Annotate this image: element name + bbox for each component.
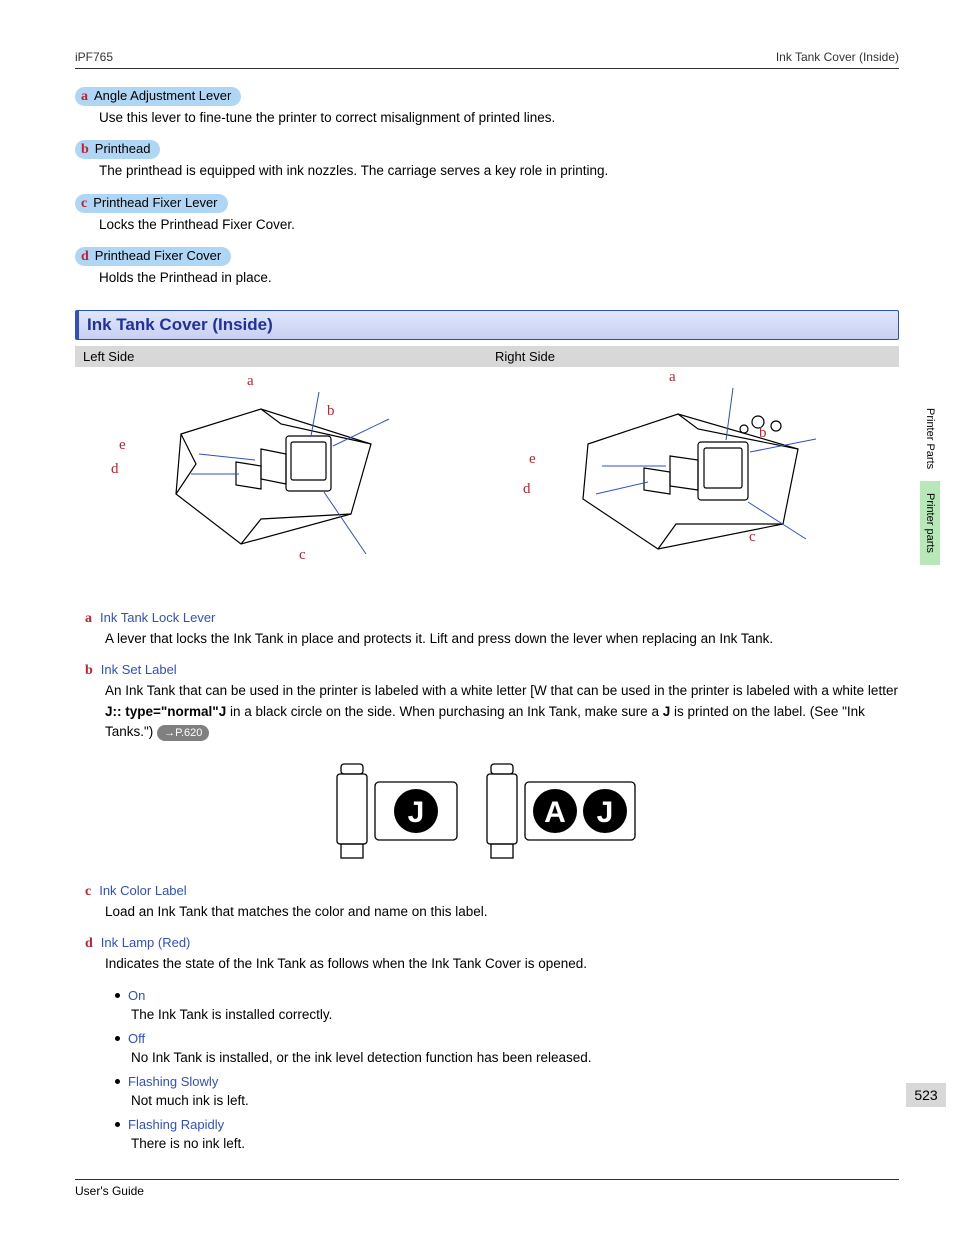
lower-def-item: d Ink Lamp (Red) Indicates the state of th… — [75, 934, 899, 974]
def-title: Ink Color Label — [99, 883, 186, 898]
lower-def-item: a Ink Tank Lock Lever A lever that locks t… — [75, 609, 899, 649]
def-label: aAngle Adjustment Lever — [75, 87, 241, 106]
callout-c: c — [749, 529, 756, 546]
def-letter: c — [85, 884, 91, 899]
def-label: bPrinthead — [75, 140, 160, 159]
def-label: dPrinthead Fixer Cover — [75, 247, 231, 266]
def-letter: d — [85, 936, 93, 951]
page-number: 523 — [906, 1083, 946, 1107]
page-footer: User's Guide — [75, 1179, 899, 1198]
lamp-state-item: Flashing Rapidly There is no ink left. — [115, 1116, 899, 1151]
lamp-state-desc: There is no ink left. — [131, 1136, 899, 1151]
side-tab-1[interactable]: Printer Parts — [920, 396, 940, 481]
def-letter: a — [81, 89, 88, 104]
def-label: a Ink Tank Lock Lever — [85, 610, 215, 627]
diagram-label-right: Right Side — [487, 346, 899, 367]
def-label: cPrinthead Fixer Lever — [75, 194, 228, 213]
diagram-right: a b c d e — [487, 369, 899, 579]
lamp-states: On The Ink Tank is installed correctly. Of… — [115, 987, 899, 1151]
lamp-state-title: Flashing Rapidly — [128, 1117, 224, 1132]
callout-a: a — [247, 373, 254, 390]
def-letter: a — [85, 611, 92, 626]
diagram-left: a b c d e — [75, 369, 487, 579]
bullet-icon — [115, 1122, 120, 1127]
lamp-state-desc: The Ink Tank is installed correctly. — [131, 1007, 899, 1022]
def-desc: Locks the Printhead Fixer Cover. — [99, 215, 899, 235]
top-def-item: cPrinthead Fixer Lever Locks the Printhea… — [75, 194, 899, 235]
def-label: b Ink Set Label — [85, 662, 177, 679]
side-tab-2[interactable]: Printer parts — [920, 481, 940, 565]
lamp-state-title: On — [128, 988, 145, 1003]
callout-b: b — [759, 425, 767, 442]
svg-text:J: J — [408, 796, 425, 829]
diagram-label-left: Left Side — [75, 346, 487, 367]
section-heading: Ink Tank Cover (Inside) — [75, 310, 899, 340]
page-ref-link[interactable]: →P.620 — [157, 725, 209, 742]
lamp-state-title: Flashing Slowly — [128, 1074, 218, 1089]
callout-d: d — [523, 481, 531, 498]
bullet-icon — [115, 1079, 120, 1084]
lamp-state-item: Off No Ink Tank is installed, or the ink … — [115, 1030, 899, 1065]
def-label: c Ink Color Label — [85, 883, 187, 900]
def-letter: d — [81, 249, 89, 264]
def-desc: A lever that locks the Ink Tank in place… — [105, 629, 899, 649]
def-letter: c — [81, 196, 87, 211]
def-desc: An Ink Tank that can be used in the prin… — [105, 681, 899, 742]
top-def-item: aAngle Adjustment Lever Use this lever to… — [75, 87, 899, 128]
def-desc: Load an Ink Tank that matches the color … — [105, 902, 899, 922]
def-letter: b — [81, 142, 89, 157]
header-right: Ink Tank Cover (Inside) — [776, 50, 899, 64]
def-desc: Use this lever to fine-tune the printer … — [99, 108, 899, 128]
def-title: Ink Tank Lock Lever — [100, 610, 215, 625]
lamp-state-item: On The Ink Tank is installed correctly. — [115, 987, 899, 1022]
callout-c: c — [299, 547, 306, 564]
lamp-state-desc: No Ink Tank is installed, or the ink lev… — [131, 1050, 899, 1065]
bullet-icon — [115, 993, 120, 998]
ink-set-figure: J A J — [327, 754, 647, 874]
lamp-state-desc: Not much ink is left. — [131, 1093, 899, 1108]
lower-def-item: c Ink Color Label Load an Ink Tank that ma… — [75, 882, 899, 922]
def-label: d Ink Lamp (Red) — [85, 935, 190, 952]
lamp-state-item: Flashing Slowly Not much ink is left. — [115, 1073, 899, 1108]
svg-text:A: A — [544, 796, 566, 829]
def-desc: Holds the Printhead in place. — [99, 268, 899, 288]
callout-e: e — [119, 437, 126, 454]
def-letter: b — [85, 663, 93, 678]
svg-text:J: J — [597, 796, 614, 829]
side-tabs: Printer Parts Printer parts — [920, 396, 954, 565]
lamp-state-title: Off — [128, 1031, 145, 1046]
def-title: Ink Set Label — [101, 662, 177, 677]
callout-e: e — [529, 451, 536, 468]
page-header: iPF765 Ink Tank Cover (Inside) — [75, 50, 899, 69]
diagram-row: Left Side — [75, 346, 899, 579]
lower-def-item: b Ink Set Label An Ink Tank that can be us… — [75, 661, 899, 742]
def-desc: The printhead is equipped with ink nozzl… — [99, 161, 899, 181]
header-left: iPF765 — [75, 50, 113, 64]
def-desc: Indicates the state of the Ink Tank as f… — [105, 954, 899, 974]
callout-b: b — [327, 403, 335, 420]
bullet-icon — [115, 1036, 120, 1041]
top-def-item: bPrinthead The printhead is equipped with… — [75, 140, 899, 181]
footer-text: User's Guide — [75, 1184, 144, 1198]
callout-a: a — [669, 369, 676, 386]
def-title: Ink Lamp (Red) — [101, 935, 191, 950]
top-def-item: dPrinthead Fixer Cover Holds the Printhea… — [75, 247, 899, 288]
callout-d: d — [111, 461, 119, 478]
